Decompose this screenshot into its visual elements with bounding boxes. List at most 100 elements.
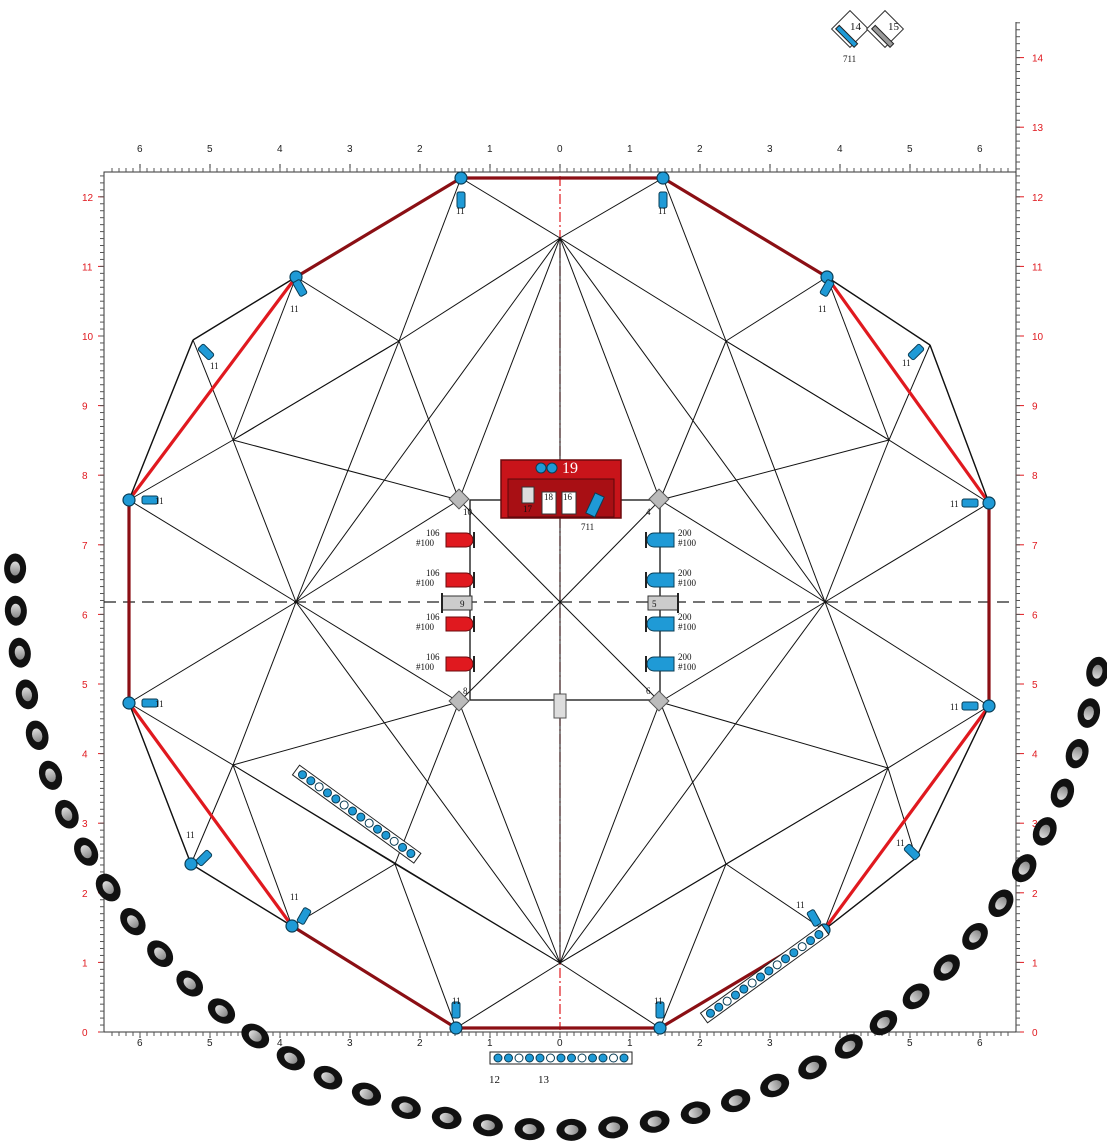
ruler-top-label: 1 [627, 144, 633, 155]
red-box-dot-1 [535, 462, 547, 474]
perimeter-edge [662, 176, 828, 279]
pit-corners: 10 4 8 6 9 5 [441, 488, 679, 719]
mesh-edge [824, 601, 990, 707]
strip-lamp [389, 836, 399, 846]
strip-lamp [577, 1053, 587, 1063]
mesh-edge [232, 340, 400, 441]
audience-seat [4, 595, 27, 626]
ruler-right-label: 1 [1032, 958, 1038, 969]
strip-lamp [306, 776, 316, 786]
audience-seat [798, 1055, 827, 1080]
rig-node [122, 493, 136, 507]
ruler-right-label: 11 [1032, 262, 1043, 273]
legend-15-label: 15 [888, 21, 900, 33]
mesh-edge [458, 601, 561, 703]
strip-lamp [609, 1053, 618, 1063]
seat-inner [1092, 664, 1103, 679]
strip-lamp [567, 1053, 576, 1063]
mesh-edge [824, 439, 890, 603]
ruler-top-label: 3 [767, 144, 773, 155]
red-fixture [445, 616, 474, 632]
ruler-right-label: 0 [1032, 1028, 1038, 1039]
strip-lamp [322, 788, 332, 798]
rig-node [122, 696, 136, 710]
strip-lamp [364, 818, 374, 828]
legend: 14 15 711 [830, 9, 905, 64]
strip-lamp [331, 794, 341, 804]
label-6: 6 [646, 686, 651, 696]
ruler-top-label: 1 [487, 144, 493, 155]
perimeter-edge-thin [915, 705, 990, 859]
blue-fixture [646, 616, 675, 632]
mesh-edge [295, 499, 460, 603]
label-10: 10 [463, 507, 473, 517]
ruler-left-label: 9 [82, 402, 88, 413]
mesh-edge [662, 177, 727, 342]
mesh-edge [458, 701, 561, 964]
audience-seat [639, 1110, 670, 1133]
ruler-top-label: 4 [277, 144, 283, 155]
perimeter-edge-thin [128, 339, 194, 501]
blue-fixture-label-top: 200 [678, 612, 692, 622]
perimeter-edge [822, 705, 991, 931]
ruler-left-label: 12 [82, 193, 94, 204]
audience-seat [834, 1034, 863, 1059]
rig-label-11: 11 [456, 206, 465, 216]
seat-inner [1057, 786, 1068, 800]
mesh-edge [295, 276, 400, 342]
strip-lamp [781, 954, 791, 964]
rig-fixture [961, 498, 979, 508]
audience-seat [313, 1065, 343, 1090]
red-fixture-label-top: 106 [426, 568, 440, 578]
corner-diamond-tr [648, 488, 670, 510]
rig-label-11: 11 [796, 900, 805, 910]
strip-lamp [493, 1053, 503, 1063]
rig-label-11: 11 [902, 358, 911, 368]
seat-inner [321, 1072, 335, 1084]
audience-seat [120, 908, 146, 936]
seat-inner [647, 1116, 662, 1127]
strip-lamp [546, 1053, 555, 1063]
legend-15-bar [870, 24, 895, 49]
ruler-left-label: 2 [82, 889, 88, 900]
ruler-left-label: 1 [82, 958, 88, 969]
audience-seat [55, 799, 79, 829]
red-fixture-label-bottom: #100 [416, 578, 435, 588]
ruler-bottom-label: 0 [557, 1038, 563, 1049]
strip-lamp [297, 770, 307, 780]
blue-fixture-label-top: 200 [678, 652, 692, 662]
audience-seat [869, 1010, 898, 1036]
audience-seat [902, 983, 930, 1010]
ruler-top-label: 6 [137, 144, 143, 155]
rig-label-11: 11 [950, 702, 959, 712]
mesh-edge [559, 601, 661, 703]
mesh-edge [295, 237, 561, 603]
mesh-edge [458, 237, 561, 501]
ruler-ticks [98, 22, 1024, 1038]
strip-lamp [739, 984, 749, 994]
audience-seat [431, 1106, 462, 1130]
strip-lamp [772, 960, 782, 970]
perimeter-edge [295, 176, 462, 279]
rig-fixture [903, 843, 921, 861]
strip-lamp [764, 966, 774, 976]
strip-lamp [381, 830, 391, 840]
seat-inner [1039, 824, 1051, 839]
mesh-edge [460, 177, 561, 239]
mesh-edge [725, 863, 825, 931]
blue-fixture-label-top: 200 [678, 528, 692, 538]
ruler-right-label: 5 [1032, 680, 1038, 691]
mesh-edge [725, 340, 890, 441]
mesh-edge [559, 767, 889, 964]
seat-inner [439, 1112, 454, 1124]
audience-seat [1077, 698, 1101, 728]
mesh-edge [826, 276, 890, 441]
legend-14-sub: 711 [843, 54, 856, 64]
mesh-edge [232, 439, 297, 603]
label-5: 5 [652, 599, 657, 609]
strip-lamp [314, 782, 324, 792]
seat-inner [359, 1088, 374, 1100]
mesh-edge [823, 767, 889, 931]
seat-inner [102, 881, 114, 894]
rig-label-11: 11 [155, 699, 164, 709]
